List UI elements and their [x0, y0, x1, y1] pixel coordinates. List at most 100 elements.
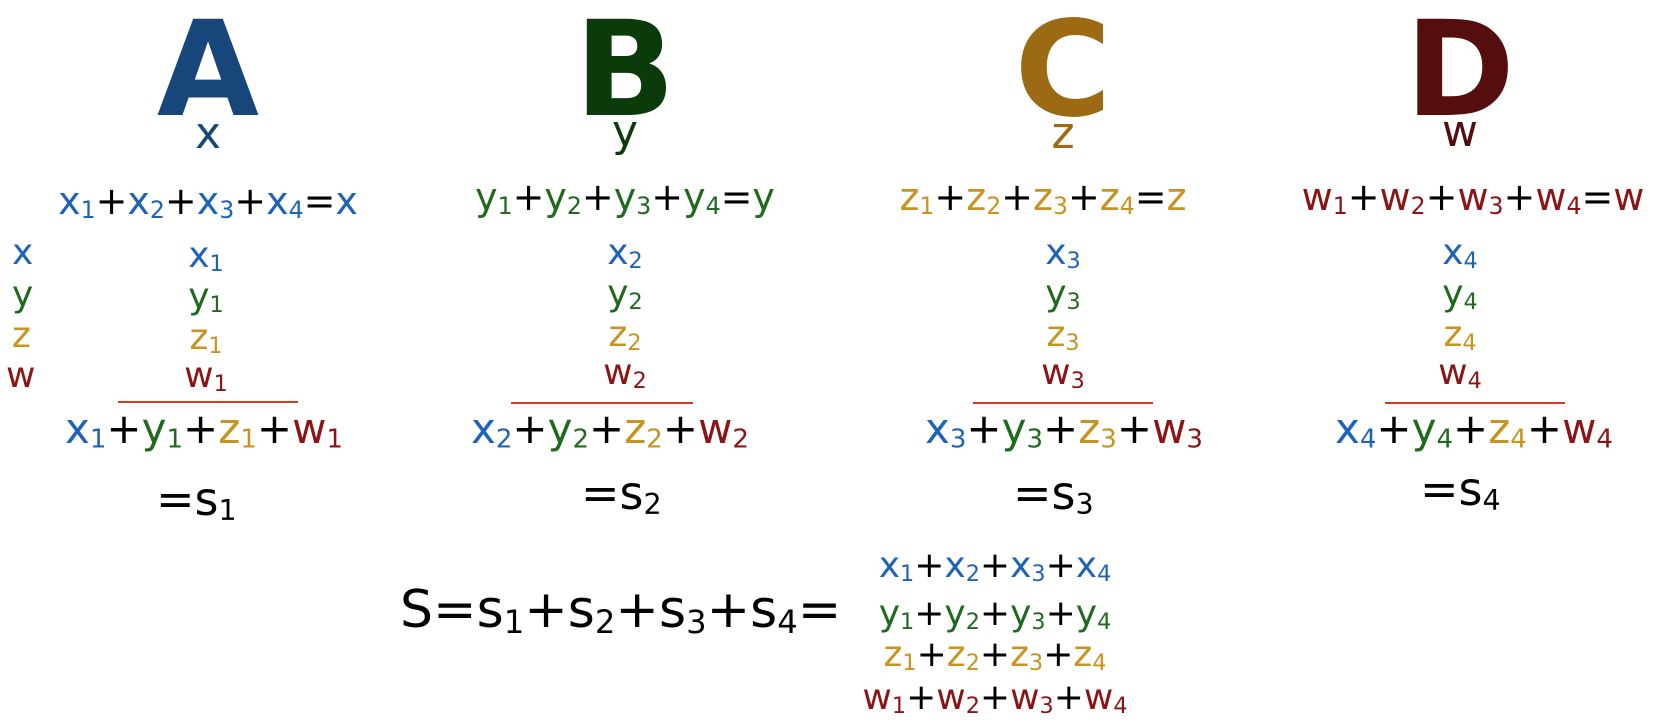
group-d-stack-item: y4 — [1442, 276, 1478, 314]
group-a-sum-rule — [118, 401, 298, 403]
math-token: w — [1613, 175, 1645, 219]
group-a-equation: x1+x2+x3+x4=x — [58, 179, 358, 225]
math-token: y3 — [613, 175, 652, 221]
group-d-stack-item: z4 — [1443, 314, 1477, 357]
math-token: w3 — [1010, 677, 1054, 720]
math-token: z1 — [189, 317, 223, 360]
math-token: + — [1503, 175, 1536, 219]
math-token: w2 — [1379, 175, 1426, 221]
math-token: + — [106, 404, 142, 453]
math-token: z4 — [1443, 314, 1477, 357]
math-token: x3 — [1010, 545, 1046, 588]
math-token: w3 — [1457, 175, 1504, 221]
math-token: s1 — [476, 580, 525, 641]
math-token: + — [1116, 404, 1153, 453]
math-token: z2 — [624, 404, 663, 455]
math-token: z4 — [1073, 634, 1107, 677]
group-b-variable: y — [611, 106, 639, 157]
math-token: x1 — [65, 404, 107, 455]
math-token: w4 — [1535, 175, 1582, 221]
group-c-variable: z — [1051, 108, 1075, 159]
math-token: y4 — [1411, 404, 1454, 455]
group-a-stack-item: x1 — [188, 238, 224, 276]
math-token: w2 — [936, 677, 980, 720]
math-token: s3 — [658, 580, 707, 641]
math-token: y2 — [544, 175, 582, 221]
math-token: + — [1425, 175, 1458, 219]
side-label-x: x — [12, 232, 34, 273]
group-c-sum-rule — [973, 402, 1153, 404]
math-token: + — [234, 179, 267, 223]
math-token: z3 — [1033, 175, 1068, 221]
group-d-variable: w — [1442, 106, 1478, 157]
side-label-z: z — [12, 315, 31, 356]
math-token: = — [303, 179, 336, 223]
math-token: x2 — [471, 404, 513, 455]
math-token: + — [1001, 175, 1034, 219]
math-token: x4 — [1335, 404, 1377, 455]
math-token: + — [581, 175, 614, 219]
math-token: y1 — [878, 593, 915, 636]
math-token: s4 — [750, 580, 798, 641]
group-b-sum: x2+y2+z2+w2 — [471, 408, 749, 453]
math-token: w2 — [603, 352, 647, 395]
group-b-stack-item: x2 — [607, 235, 643, 273]
math-token: x4 — [1075, 545, 1112, 588]
group-a-sum: x1+y1+z1+w1 — [65, 408, 343, 453]
group-b-result: =s2 — [581, 466, 662, 522]
math-token: + — [706, 580, 751, 640]
math-token: S — [400, 580, 434, 640]
math-token: + — [1043, 634, 1074, 675]
math-token: + — [615, 580, 659, 640]
group-c-result: =s3 — [1013, 466, 1094, 522]
math-token: + — [1045, 545, 1076, 586]
math-token: w2 — [698, 404, 749, 455]
math-token: y4 — [1075, 593, 1112, 636]
math-token: y3 — [1010, 593, 1046, 636]
math-token: y3 — [1045, 273, 1081, 316]
group-a-stack-item: z1 — [189, 317, 223, 360]
math-token: y1 — [188, 276, 224, 319]
group-c-stack-item: w3 — [1041, 352, 1085, 395]
math-token: w4 — [1438, 352, 1482, 395]
math-token: x1 — [878, 545, 915, 588]
math-token: x3 — [925, 404, 967, 455]
math-token: x3 — [196, 179, 235, 225]
total-expansion-row: z1+z2+z3+z4 — [883, 634, 1107, 677]
math-token: + — [979, 677, 1011, 718]
group-c-sum: x3+y3+z3+w3 — [925, 408, 1203, 453]
math-token: x2 — [127, 179, 165, 225]
math-token: + — [906, 677, 937, 718]
math-token: z1 — [883, 634, 917, 677]
math-token: y1 — [475, 175, 513, 221]
math-token: + — [1376, 404, 1412, 453]
math-token: z4 — [1099, 175, 1135, 221]
math-token: w1 — [184, 355, 228, 398]
math-token: w3 — [1041, 352, 1085, 395]
math-token: y4 — [683, 175, 721, 221]
math-token: + — [512, 175, 545, 219]
group-c-stack-item: y3 — [1045, 273, 1081, 316]
math-token: z1 — [218, 404, 257, 455]
group-b-stack-item: w2 — [603, 352, 647, 395]
group-d-sum: x4+y4+z4+w4 — [1335, 408, 1613, 453]
math-token: + — [589, 404, 625, 453]
total-sum-lhs: S=s1+s2+s3+s4= — [400, 584, 841, 638]
math-token: w4 — [1562, 404, 1613, 455]
math-token: y1 — [141, 404, 184, 455]
math-token: + — [1347, 175, 1380, 219]
group-b-letter: B — [574, 0, 676, 147]
side-label-w: w — [6, 355, 36, 396]
math-token: z3 — [1010, 634, 1044, 677]
group-d-stack-item: w4 — [1438, 352, 1482, 395]
math-token: x4 — [1442, 232, 1478, 275]
math-token: z — [1166, 175, 1187, 219]
math-token: y2 — [547, 404, 590, 455]
math-token: s2 — [567, 580, 616, 641]
group-c-stack-item: x3 — [1045, 235, 1081, 273]
math-token: + — [914, 593, 945, 634]
total-expansion-row: w1+w2+w3+w4 — [862, 677, 1127, 720]
math-token: z1 — [899, 175, 935, 221]
group-c-letter: C — [1014, 0, 1112, 147]
math-token: = — [1581, 175, 1614, 219]
